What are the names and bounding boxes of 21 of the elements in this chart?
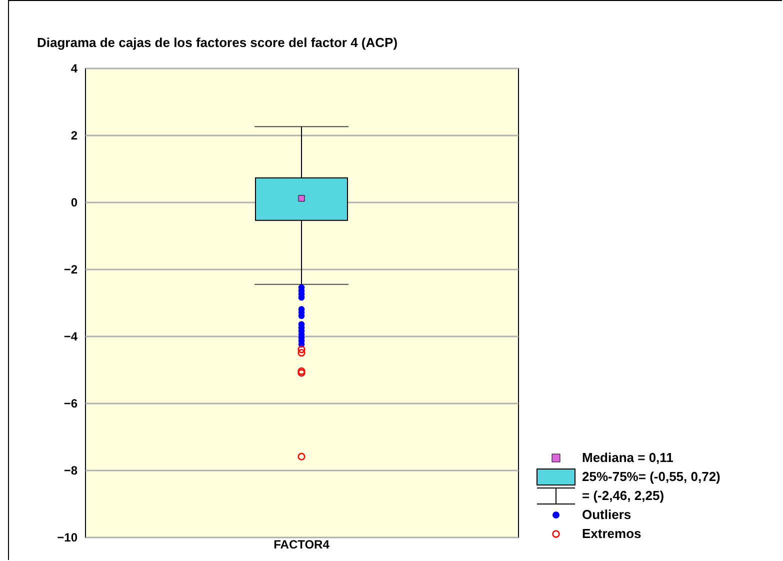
point xyxy=(298,452,306,460)
y-tick-label: 2 xyxy=(70,128,78,142)
point xyxy=(298,348,306,357)
text: = (-2,46, 2,25) xyxy=(582,488,664,503)
y-tick-label: −2 xyxy=(64,262,78,276)
y-tick-label: −8 xyxy=(64,464,78,478)
x-tick-label: FACTOR4 xyxy=(274,538,330,552)
text: Mediana = 0,11 xyxy=(582,450,674,465)
point xyxy=(298,312,305,320)
point xyxy=(298,346,306,354)
chart-title: Diagrama de cajas de los factores score del factor 4 (ACP) xyxy=(37,35,398,50)
legend-label: Outliers xyxy=(582,507,632,522)
point xyxy=(298,369,306,377)
y-tick-label: 0 xyxy=(70,196,78,210)
y-tick-label: −6 xyxy=(64,396,78,410)
y-tick-label: −10 xyxy=(57,530,78,544)
y-tick-label: 4 xyxy=(70,62,78,76)
y-tick-label: −4 xyxy=(64,330,78,344)
text: 25%-75%= (-0,55, 0,72) xyxy=(582,469,720,484)
legend-label: Extremos xyxy=(582,526,642,541)
point xyxy=(298,367,306,375)
